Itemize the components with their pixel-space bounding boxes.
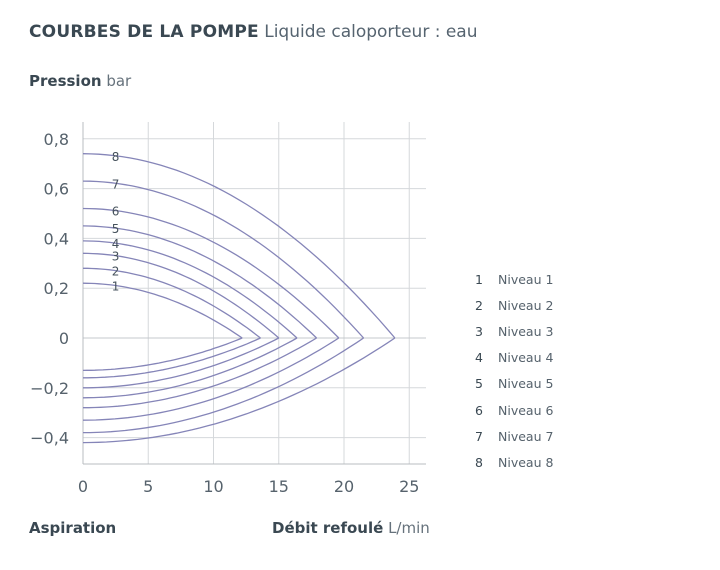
- legend-item: 8 Niveau 8: [470, 449, 553, 475]
- legend-label: Niveau 2: [498, 297, 554, 313]
- x-tick-label: 20: [334, 477, 354, 496]
- legend-label: Niveau 7: [498, 428, 554, 444]
- tick-labels: 0 5 10 15 20 250,80,60,40,20−0,2−0,4: [30, 130, 419, 496]
- curve-suction-1: [82, 337, 243, 372]
- aspiration-label: Aspiration: [29, 519, 117, 537]
- legend-number: 2: [475, 297, 483, 313]
- curve-suction-8: [82, 337, 396, 444]
- y-axis-label-unit: bar: [106, 72, 132, 90]
- y-tick-label: 0,8: [44, 130, 69, 149]
- x-tick-label: 25: [399, 477, 419, 496]
- y-tick-label: −0,2: [30, 379, 69, 398]
- curve-label-1: 1: [112, 280, 120, 294]
- curve-suction-6: [82, 337, 340, 421]
- legend-label: Niveau 8: [498, 454, 554, 470]
- chart-title: COURBES DE LA POMPE Liquide caloporteur …: [29, 22, 478, 42]
- curve-label-7: 7: [112, 177, 120, 191]
- legend-number: 3: [475, 323, 483, 339]
- x-tick-label: 0: [78, 477, 88, 496]
- legend-item: 6 Niveau 6: [470, 397, 553, 423]
- y-axis-label-bold: Pression: [29, 72, 102, 90]
- x-axis-label-bold: Débit refoulé: [272, 519, 384, 537]
- legend-number: 4: [475, 350, 483, 366]
- curve-label-4: 4: [112, 237, 120, 251]
- legend-number: 5: [475, 376, 483, 392]
- y-axis-label: Pression bar: [29, 72, 131, 90]
- y-tick-label: 0,4: [44, 229, 69, 248]
- y-tick-label: 0: [59, 329, 69, 348]
- curve-suction-3: [83, 337, 280, 389]
- curves: [82, 153, 396, 444]
- x-tick-label: 5: [143, 477, 153, 496]
- x-tick-label: 10: [203, 477, 223, 496]
- legend: 1 Niveau 1 2 Niveau 2 3 Niveau 3 4 Niveau 4 …: [470, 266, 553, 476]
- chart-title-bold: COURBES DE LA POMPE: [29, 22, 259, 42]
- legend-label: Niveau 1: [498, 271, 554, 287]
- legend-number: 6: [475, 402, 483, 418]
- x-axis-label-unit: L/min: [388, 519, 430, 537]
- curve-pressure-6: [82, 207, 340, 339]
- curve-pressure-7: [82, 180, 365, 339]
- y-tick-label: −0,4: [30, 429, 69, 448]
- chart-title-subtitle: Liquide caloporteur : eau: [264, 22, 478, 42]
- legend-label: Niveau 4: [498, 350, 554, 366]
- curve-label-8: 8: [112, 150, 120, 164]
- curve-pressure-3: [82, 252, 280, 339]
- legend-label: Niveau 3: [498, 323, 554, 339]
- legend-item: 2 Niveau 2: [470, 292, 553, 318]
- curve-label-6: 6: [112, 205, 120, 219]
- curve-pressure-1: [82, 282, 243, 339]
- legend-item: 5 Niveau 5: [470, 371, 553, 397]
- curve-label-5: 5: [112, 222, 120, 236]
- curve-label-3: 3: [112, 250, 120, 264]
- legend-number: 1: [475, 271, 483, 287]
- curve-pressure-4: [82, 240, 298, 339]
- curve-pressure-2: [83, 267, 261, 339]
- curve-suction-4: [82, 337, 298, 399]
- legend-number: 7: [475, 428, 483, 444]
- curve-pressure-5: [82, 225, 318, 339]
- curve-suction-5: [83, 337, 317, 409]
- legend-item: 3 Niveau 3: [470, 318, 553, 344]
- curve-label-2: 2: [112, 265, 120, 279]
- curve-suction-2: [83, 337, 261, 379]
- x-tick-label: 15: [269, 477, 289, 496]
- grid: [82, 122, 426, 465]
- legend-item: 1 Niveau 1: [470, 266, 553, 292]
- legend-item: 7 Niveau 7: [470, 423, 553, 449]
- legend-label: Niveau 6: [498, 402, 554, 418]
- y-tick-label: 0,2: [44, 279, 69, 298]
- legend-label: Niveau 5: [498, 376, 554, 392]
- legend-number: 8: [475, 454, 483, 470]
- y-tick-label: 0,6: [44, 180, 69, 199]
- curve-pressure-8: [82, 153, 396, 339]
- x-axis-label: Débit refoulé L/min: [272, 519, 430, 537]
- curve-suction-7: [83, 337, 364, 434]
- legend-item: 4 Niveau 4: [470, 345, 553, 371]
